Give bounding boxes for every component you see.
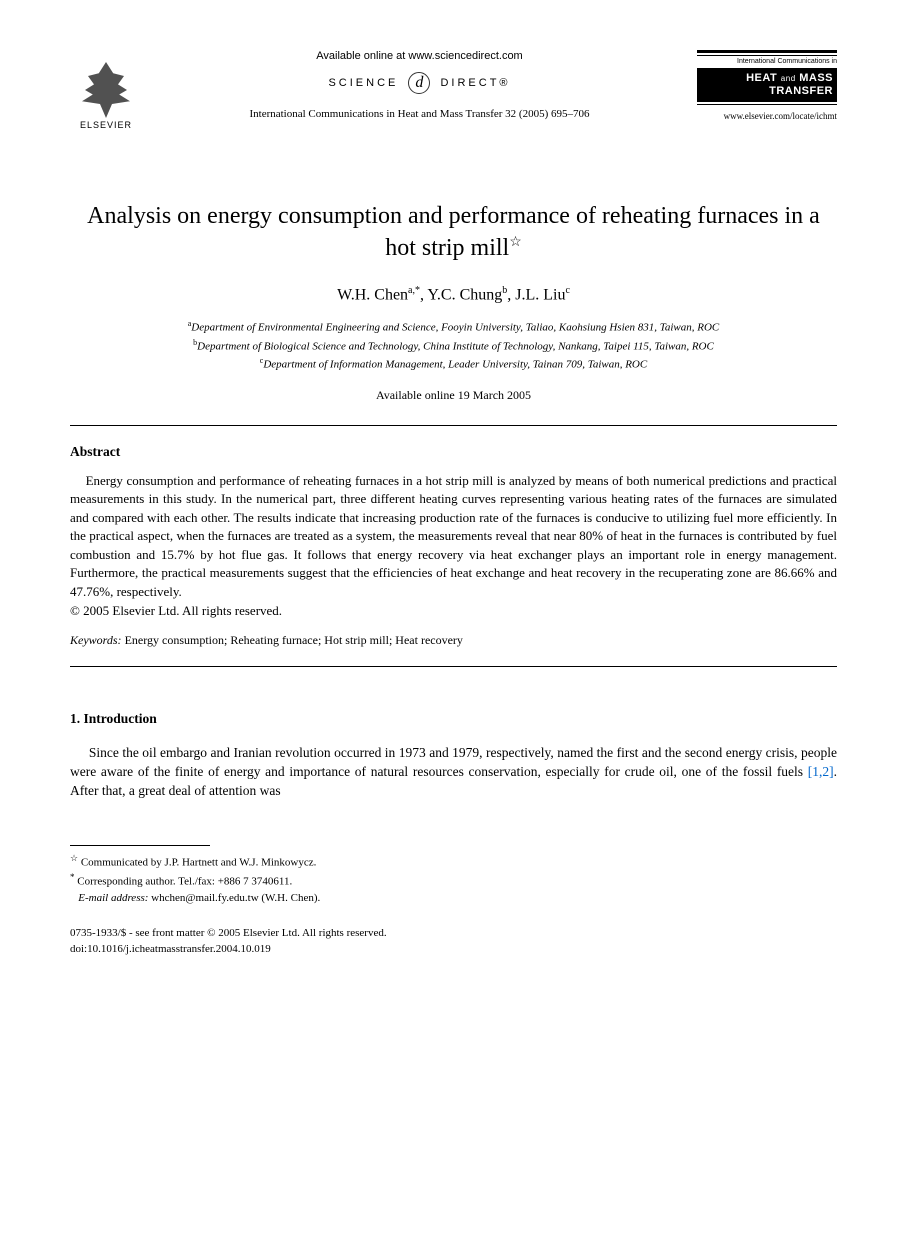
divider-bottom [70,666,837,667]
aff-b-text: Department of Biological Science and Tec… [197,340,714,352]
journal-line1: HEAT [746,72,777,84]
journal-bar-thin2-icon [697,104,837,105]
footnote-email: E-mail address: whchen@mail.fy.edu.tw (W… [70,890,837,907]
title-text: Analysis on energy consumption and perfo… [87,203,820,261]
divider-top [70,425,837,426]
affiliations: aDepartment of Environmental Engineering… [70,318,837,374]
sd-left: SCIENCE [328,77,398,89]
author-3: , J.L. Liu [507,286,565,303]
fn-communicated-text: Communicated by J.P. Hartnett and W.J. M… [78,856,316,868]
keywords-line: Keywords: Energy consumption; Reheating … [70,633,837,648]
author-2: , Y.C. Chung [420,286,502,303]
author-1-sup: a, [408,285,415,296]
footer-doi: doi:10.1016/j.icheatmasstransfer.2004.10… [70,942,837,957]
author-3-sup: c [565,285,569,296]
journal-title-box: HEAT and MASS TRANSFER [697,68,837,102]
intro-section: 1. Introduction Since the oil embargo an… [70,711,837,800]
title-star-icon: ☆ [509,235,522,250]
aff-a-text: Department of Environmental Engineering … [191,322,719,334]
footnotes: ☆ Communicated by J.P. Hartnett and W.J.… [70,852,837,907]
header-row: ELSEVIER Available online at www.science… [70,50,837,130]
publisher-name: ELSEVIER [80,120,132,130]
affiliation-b: bDepartment of Biological Science and Te… [70,337,837,356]
journal-line3: TRANSFER [769,85,833,97]
author-1: W.H. Chen [337,286,408,303]
aff-c-text: Department of Information Management, Le… [263,359,647,371]
available-online-text: Available online at www.sciencedirect.co… [162,50,677,62]
footnote-corresponding: * Corresponding author. Tel./fax: +886 7… [70,871,837,890]
journal-bar-icon [697,50,837,53]
footer-line1: 0735-1933/$ - see front matter © 2005 El… [70,926,837,941]
keywords-text: Energy consumption; Reheating furnace; H… [122,633,463,647]
email-label: E-mail address: [78,892,148,904]
abstract-body: Energy consumption and performance of re… [70,472,837,601]
article-title: Analysis on energy consumption and perfo… [70,200,837,265]
footnote-rule [70,845,210,846]
abstract-heading: Abstract [70,444,837,460]
journal-line2: MASS [799,72,833,84]
footnote-communicated: ☆ Communicated by J.P. Hartnett and W.J.… [70,852,837,871]
affiliation-a: aDepartment of Environmental Engineering… [70,318,837,337]
intro-part1: Since the oil embargo and Iranian revolu… [70,745,837,779]
reference-link[interactable]: [1,2] [808,764,834,779]
keywords-label: Keywords: [70,633,122,647]
journal-cover-box: International Communications in HEAT and… [697,50,837,121]
journal-bar-thin-icon [697,55,837,56]
elsevier-tree-icon [76,62,136,118]
sd-right: DIRECT® [440,77,510,89]
fn-star-icon: ☆ [70,853,78,863]
science-direct-logo: SCIENCE d DIRECT® [328,72,510,94]
available-date: Available online 19 March 2005 [70,388,837,403]
abstract-section: Abstract Energy consumption and performa… [70,444,837,648]
journal-and: and [781,74,796,83]
journal-reference: International Communications in Heat and… [162,108,677,120]
sd-swirl-icon: d [408,72,430,94]
journal-heat: HEAT and MASS TRANSFER [701,72,833,98]
footer-info: 0735-1933/$ - see front matter © 2005 El… [70,926,837,957]
intro-body: Since the oil embargo and Iranian revolu… [70,743,837,800]
copyright-line: © 2005 Elsevier Ltd. All rights reserved… [70,603,837,619]
journal-box-small: International Communications in [697,58,837,66]
fn-corresponding-text: Corresponding author. Tel./fax: +886 7 3… [75,875,293,887]
authors-line: W.H. Chena,*, Y.C. Chungb, J.L. Liuc [70,285,837,304]
email-value: whchen@mail.fy.edu.tw (W.H. Chen). [148,892,320,904]
affiliation-c: cDepartment of Information Management, L… [70,355,837,374]
title-block: Analysis on energy consumption and perfo… [70,200,837,265]
intro-heading: 1. Introduction [70,711,837,727]
journal-url: www.elsevier.com/locate/ichmt [697,111,837,121]
center-header: Available online at www.sciencedirect.co… [142,50,697,120]
elsevier-logo: ELSEVIER [70,50,142,130]
